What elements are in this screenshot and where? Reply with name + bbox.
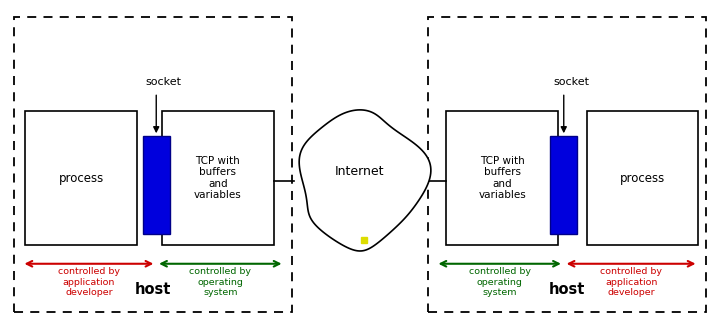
Bar: [143, 136, 170, 234]
Text: Internet: Internet: [336, 165, 384, 178]
Text: host: host: [549, 282, 585, 297]
Text: host: host: [135, 282, 171, 297]
Bar: [14, 17, 292, 312]
Text: process: process: [58, 172, 104, 184]
Text: controlled by
operating
system: controlled by operating system: [189, 267, 251, 297]
Polygon shape: [300, 110, 431, 251]
Text: TCP with
buffers
and
variables: TCP with buffers and variables: [194, 156, 242, 201]
Bar: [550, 136, 577, 234]
Text: socket: socket: [145, 77, 181, 87]
Text: TCP with
buffers
and
variables: TCP with buffers and variables: [478, 156, 526, 201]
Bar: [162, 111, 274, 245]
Bar: [587, 111, 698, 245]
Text: controlled by
application
developer: controlled by application developer: [600, 267, 662, 297]
Bar: [25, 111, 137, 245]
Text: process: process: [620, 172, 665, 184]
Text: socket: socket: [553, 77, 589, 87]
Text: controlled by
operating
system: controlled by operating system: [469, 267, 531, 297]
Bar: [428, 17, 706, 312]
Bar: [446, 111, 558, 245]
Text: controlled by
application
developer: controlled by application developer: [58, 267, 120, 297]
